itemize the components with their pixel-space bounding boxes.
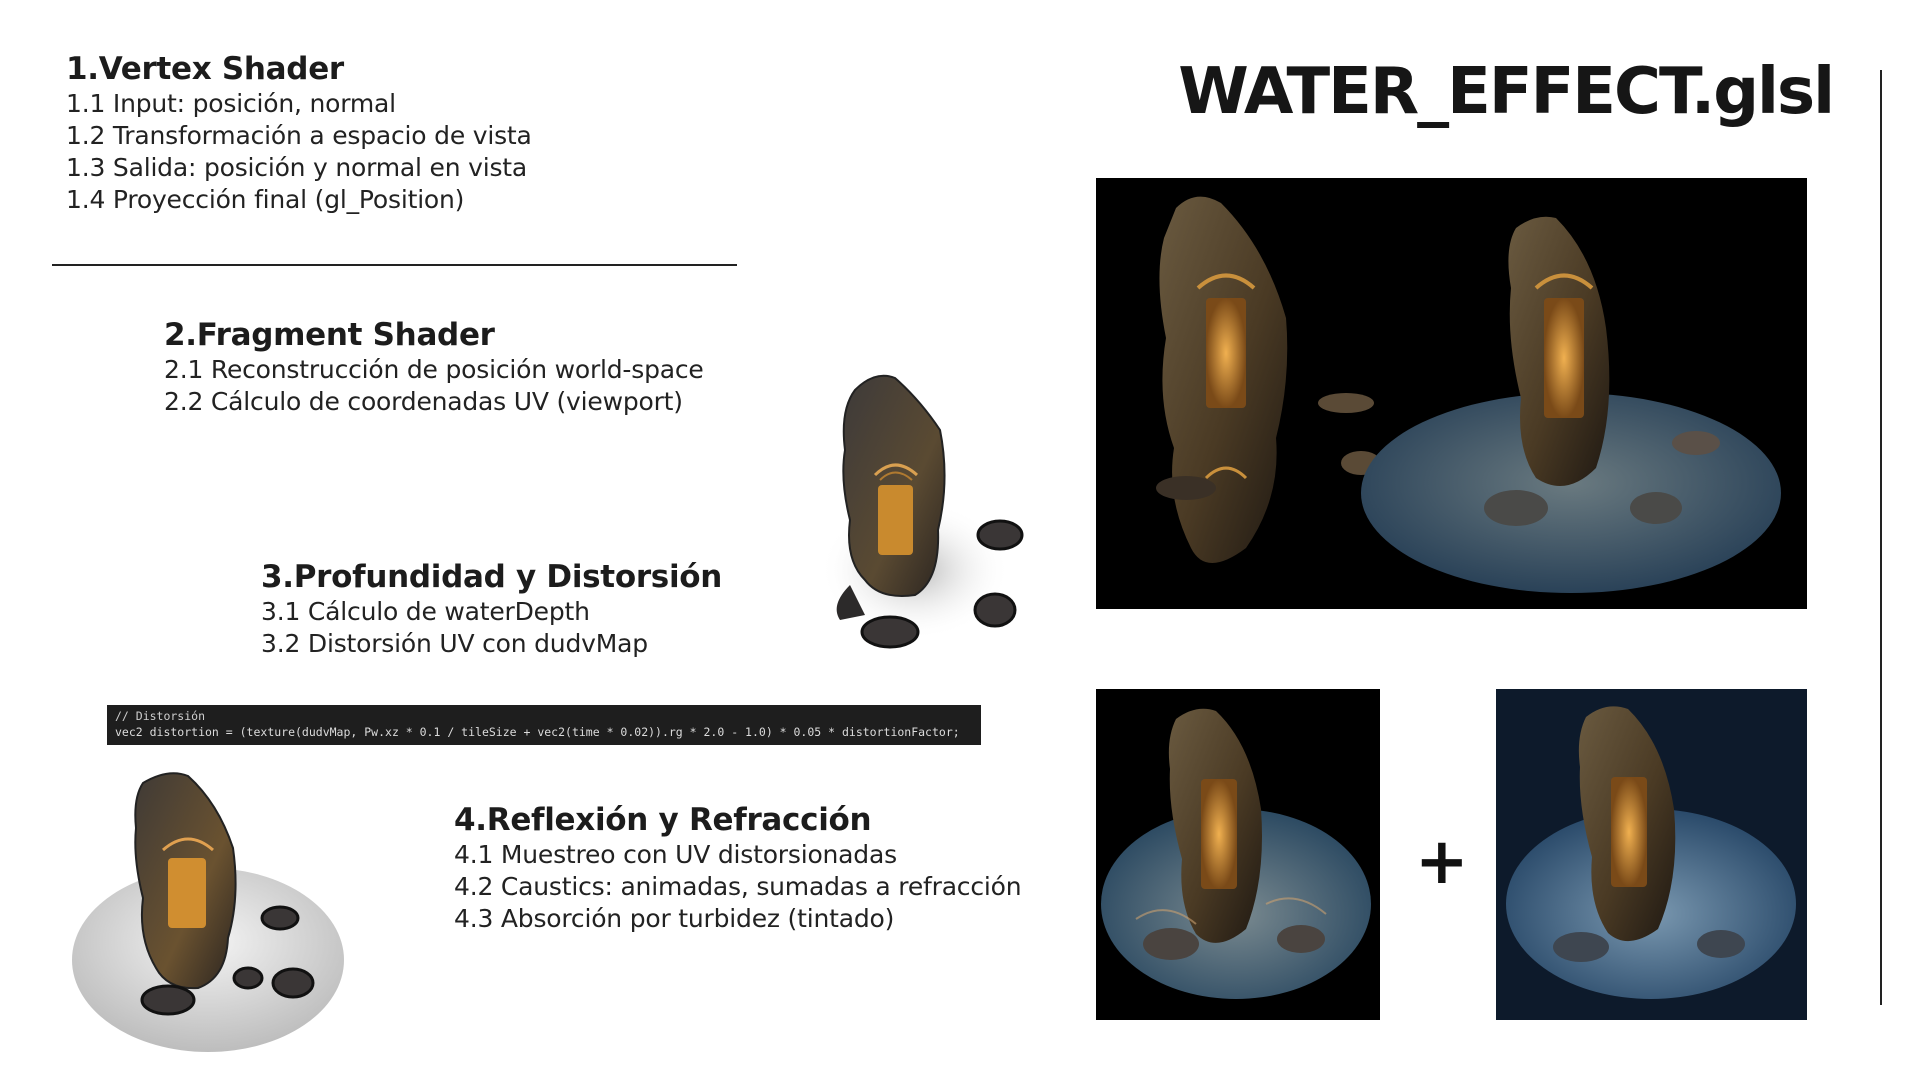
- list-item: 4.1 Muestreo con UV distorsionadas: [454, 840, 897, 869]
- section-vertex-shader: 1.Vertex Shader 1.1 Input: posición, nor…: [66, 50, 532, 216]
- render-tinted-water: [1496, 689, 1807, 1020]
- render-caustics: [1096, 689, 1380, 1020]
- section-reflection-refraction: 4.Reflexión y Refracción 4.1 Muestreo co…: [454, 801, 1022, 935]
- section-depth-distortion: 3.Profundidad y Distorsión 3.1 Cálculo d…: [261, 558, 722, 660]
- rock-render-gray: [68, 768, 348, 1056]
- list-item: 2.1 Reconstrucción de posición world-spa…: [164, 355, 704, 384]
- section-heading: 1.Vertex Shader: [66, 51, 344, 87]
- list-item: 4.3 Absorción por turbidez (tintado): [454, 904, 895, 933]
- code-snippet: // Distorsión vec2 distortion = (texture…: [107, 705, 981, 745]
- section-divider: [52, 264, 737, 266]
- list-item: 1.3 Salida: posición y normal en vista: [66, 153, 528, 182]
- list-item: 1.1 Input: posición, normal: [66, 89, 396, 118]
- rock-render-white: [820, 370, 1030, 660]
- page-title: WATER_EFFECT.glsl: [1178, 55, 1835, 129]
- vertical-divider: [1880, 70, 1882, 1005]
- list-item: 2.2 Cálculo de coordenadas UV (viewport): [164, 387, 683, 416]
- section-fragment-shader: 2.Fragment Shader 2.1 Reconstrucción de …: [164, 316, 704, 418]
- list-item: 4.2 Caustics: animadas, sumadas a refrac…: [454, 872, 1022, 901]
- list-item: 1.4 Proyección final (gl_Position): [66, 185, 465, 214]
- list-item: 3.2 Distorsión UV con dudvMap: [261, 629, 648, 658]
- list-item: 3.1 Cálculo de waterDepth: [261, 597, 590, 626]
- list-item: 1.2 Transformación a espacio de vista: [66, 121, 532, 150]
- section-heading: 4.Reflexión y Refracción: [454, 802, 872, 838]
- section-heading: 3.Profundidad y Distorsión: [261, 559, 723, 595]
- plus-operator: +: [1415, 825, 1469, 899]
- code-line: vec2 distortion = (texture(dudvMap, Pw.x…: [115, 725, 960, 739]
- section-heading: 2.Fragment Shader: [164, 317, 495, 353]
- code-comment: // Distorsión: [115, 709, 206, 723]
- render-reflection-comparison: [1096, 178, 1807, 609]
